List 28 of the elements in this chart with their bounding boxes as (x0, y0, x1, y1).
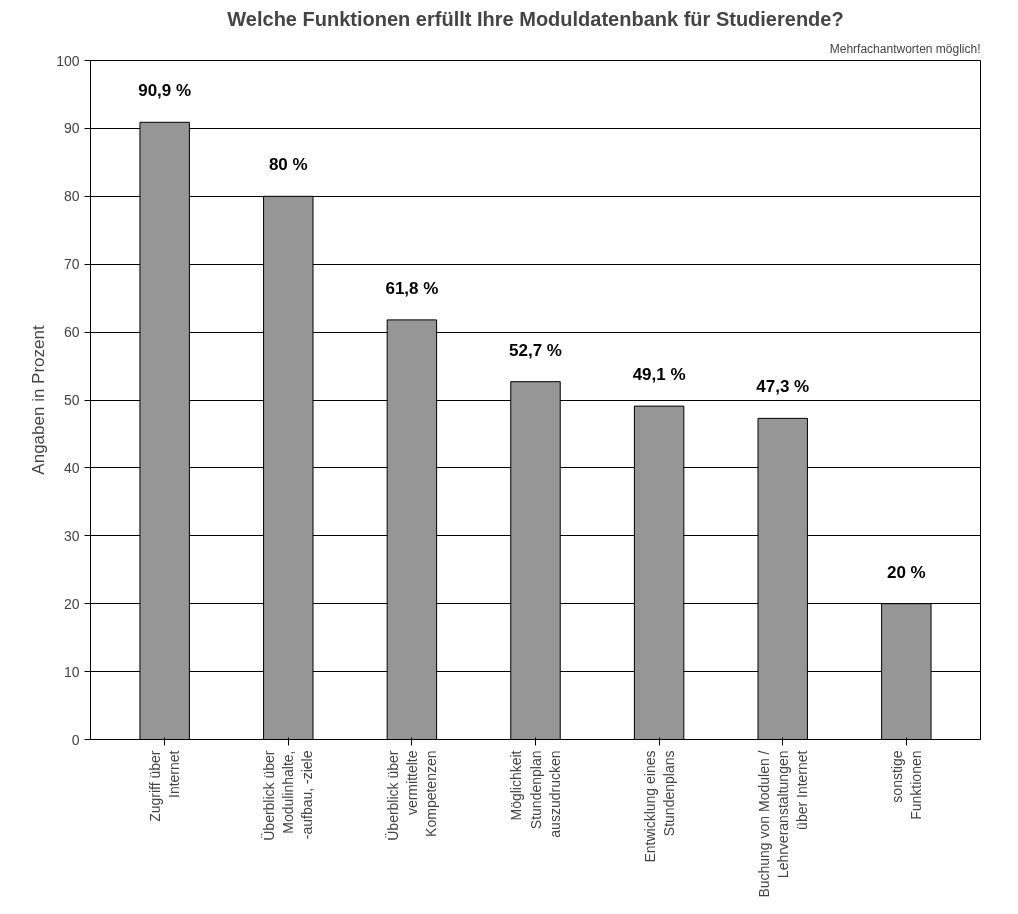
y-tick-label: 50 (63, 392, 80, 408)
x-tick-label: Zugriff über Internet (147, 750, 183, 822)
y-tick-label: 0 (71, 731, 80, 748)
y-tick-label: 60 (63, 324, 80, 341)
x-tick-label: Überblick über Modulinhalte, -aufbau, -ziele (260, 750, 316, 841)
x-tick-label: Entwicklung eines Stundenplans (641, 750, 677, 863)
data-label: 52,7 % (509, 340, 562, 360)
y-axis-title: Angaben in Prozent (29, 325, 49, 475)
y-tick-label: 10 (63, 663, 80, 680)
data-label: 47,3 % (756, 377, 810, 397)
data-label: 90,9 % (138, 81, 192, 101)
x-tick-label: Möglichkeit Stundenplan auszudrucken (508, 750, 563, 838)
y-tick-label: 20 (63, 595, 80, 612)
x-tick-label: Überblick über vermittelte Kompetenzen (383, 750, 440, 841)
data-label: 49,1 % (632, 365, 686, 385)
x-tick-label: sonstige Funktionen (888, 750, 924, 820)
y-tick-label: 30 (63, 527, 80, 544)
data-label: 61,8 % (385, 278, 439, 298)
y-tick-label: 70 (63, 256, 80, 273)
y-tick-label: 80 (63, 188, 80, 205)
data-label: 80 % (268, 155, 308, 175)
y-tick-label: 90 (63, 120, 80, 137)
x-tick-label: Buchung von Modulen / Lehrveranstaltungen über Internet (755, 750, 810, 898)
data-label: 20 % (886, 562, 926, 582)
chart-title: Welche Funktionen erfüllt Ihre Moduldatenbank für Studierende? (227, 7, 844, 30)
y-tick-label: 100 (56, 52, 80, 69)
text: Mehrfachantworten möglich! (829, 41, 981, 56)
y-tick-label: 40 (63, 459, 80, 476)
